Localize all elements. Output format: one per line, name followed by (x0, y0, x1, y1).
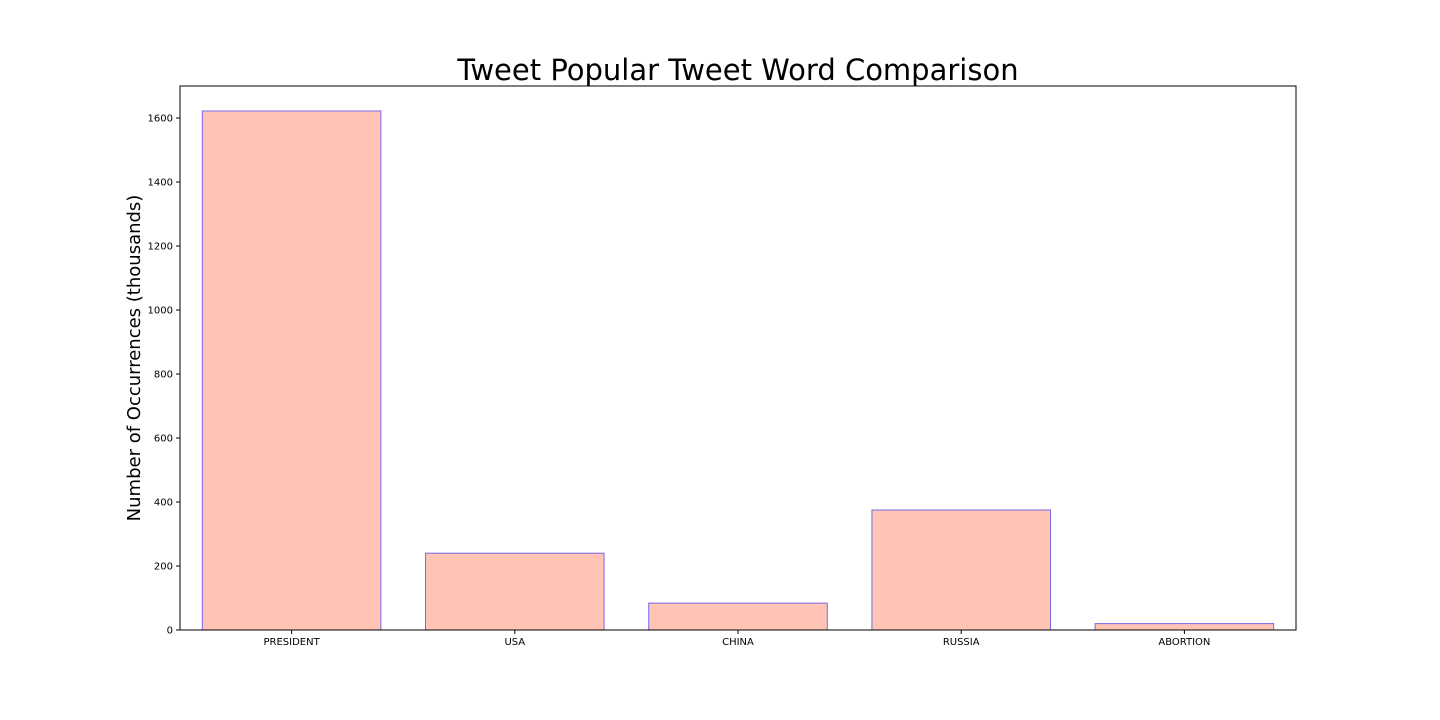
x-tick-label: PRESIDENT (263, 637, 320, 648)
y-tick-label: 400 (154, 498, 173, 509)
y-tick-label: 1000 (148, 306, 173, 317)
y-tick-label: 1200 (148, 242, 173, 253)
bar-usa (425, 552, 605, 631)
bar-china (648, 602, 828, 631)
x-tick-label: USA (504, 637, 525, 648)
y-tick-label: 800 (154, 370, 173, 381)
y-tick-label: 1400 (148, 178, 173, 189)
bar-president (201, 110, 382, 631)
x-tick-label: CHINA (722, 637, 754, 648)
y-tick-label: 200 (154, 562, 173, 573)
x-axis: PRESIDENT USA CHINA RUSSIA ABORTION (263, 630, 1210, 648)
bar-russia (871, 509, 1051, 631)
y-axis-label: Number of Occurrences (thousands) (124, 195, 145, 522)
y-tick-label: 0 (167, 626, 173, 637)
y-tick-label: 600 (154, 434, 173, 445)
bar-abortion (1094, 623, 1275, 631)
y-axis: 0 200 400 600 800 1000 1200 1400 1600 (148, 114, 180, 637)
plot-frame (179, 85, 1297, 631)
x-tick-label: RUSSIA (943, 637, 980, 648)
y-tick-label: 1600 (148, 114, 173, 125)
x-tick-label: ABORTION (1158, 637, 1210, 648)
bars-group (201, 110, 1275, 631)
chart-title: Tweet Popular Tweet Word Comparison (456, 53, 1018, 87)
